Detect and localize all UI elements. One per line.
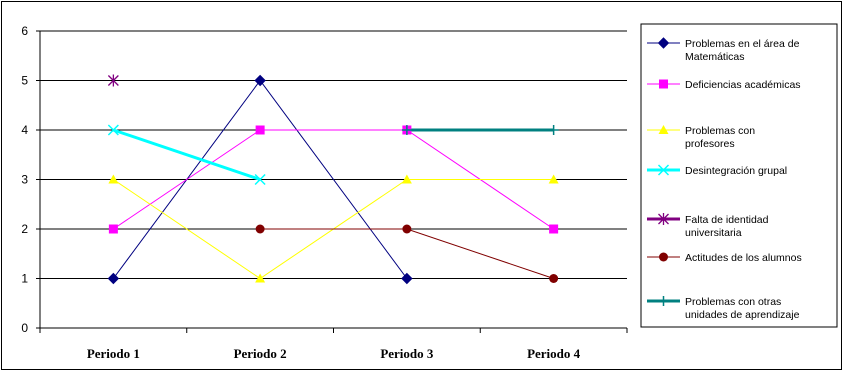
data-point: [548, 174, 559, 184]
legend-label: universitaria: [685, 227, 742, 239]
y-tick-label: 1: [21, 272, 28, 286]
legend-label: Matemáticas: [685, 51, 745, 63]
legend-label: profesores: [685, 138, 735, 150]
data-point: [402, 224, 412, 234]
series-markers: [107, 74, 559, 285]
legend-swatch-marker: [659, 252, 668, 262]
data-point: [401, 272, 413, 285]
series-line: [260, 228, 554, 279]
y-tick-label: 2: [21, 222, 28, 236]
x-tick-label: Periodo 1: [87, 346, 140, 361]
y-tick-label: 4: [21, 123, 28, 137]
axes: 0 1 2 3 4 5 6 Periodo 1 Periodo 2 Periodo 3 Period…: [21, 24, 628, 361]
data-point: [548, 125, 559, 135]
legend-swatch-marker: [657, 37, 670, 49]
data-point: [255, 125, 265, 135]
data-point: [107, 74, 119, 87]
gridlines: [40, 30, 627, 279]
data-point: [255, 273, 266, 283]
legend-swatch-marker: [658, 125, 669, 134]
legend-swatch-marker: [658, 213, 669, 225]
legend-swatch-marker: [658, 296, 669, 306]
legend-label: Problemas con: [685, 125, 755, 137]
data-point: [108, 224, 118, 234]
data-point: [549, 224, 559, 234]
y-tick-label: 5: [21, 74, 28, 88]
legend-label: Falta de identidad: [685, 214, 769, 226]
y-tick-label: 0: [21, 321, 28, 335]
legend-label: Actitudes de los alumnos: [685, 252, 802, 264]
legend-swatch-marker: [659, 79, 668, 89]
data-point: [107, 124, 119, 136]
data-point: [107, 272, 120, 285]
data-point: [254, 173, 266, 186]
x-tick-label: Periodo 3: [380, 346, 434, 361]
data-point: [108, 174, 119, 184]
y-tick-label: 6: [21, 24, 28, 38]
series-line: [112, 128, 261, 181]
data-point: [549, 274, 559, 283]
y-tick-label: 3: [21, 173, 28, 187]
legend-label: Problemas en el área de: [685, 38, 800, 50]
x-tick-label: Periodo 2: [234, 346, 287, 361]
legend-label: unidades de aprendizaje: [685, 309, 800, 321]
legend-label: Deficiencias académicas: [685, 79, 801, 91]
legend-swatch-marker: [657, 164, 670, 176]
data-point: [401, 125, 412, 135]
legend-label: Desintegración grupal: [685, 165, 787, 177]
x-tick-label: Periodo 4: [527, 346, 581, 361]
data-point: [254, 74, 266, 87]
legend-label: Problemas con otras: [685, 296, 781, 308]
data-point: [255, 224, 265, 234]
data-point: [401, 174, 412, 184]
